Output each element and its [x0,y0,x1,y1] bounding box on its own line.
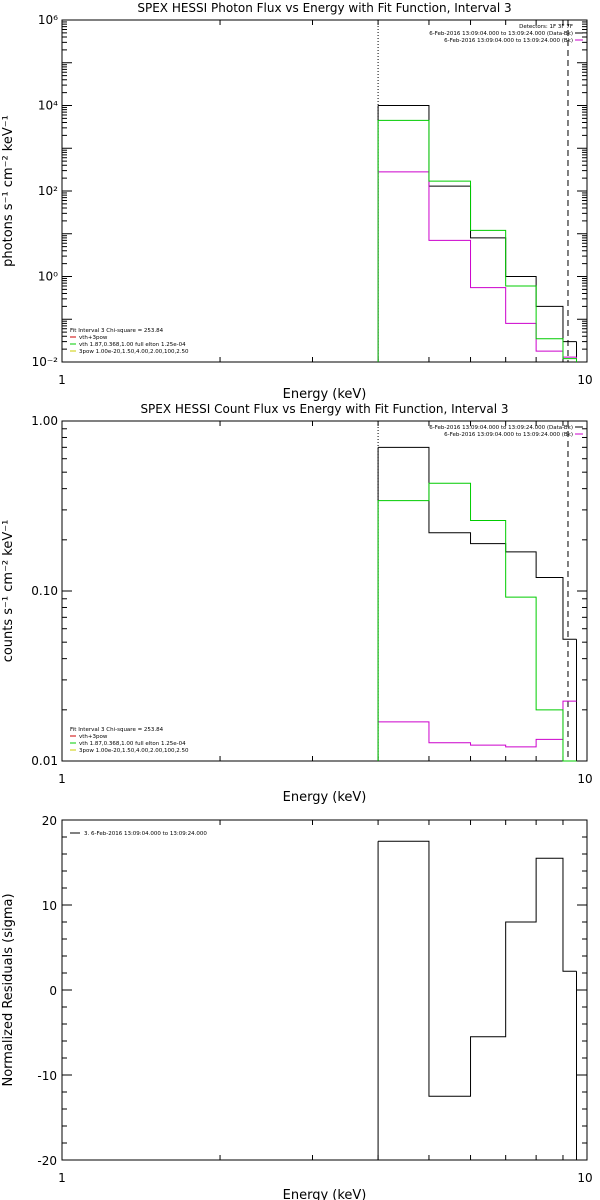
legend-entry: vth+3pow [79,335,108,341]
y-tick-label: -10 [37,1069,57,1083]
y-axis-ticks [62,819,587,1161]
y-tick-label: 10⁻² [32,355,59,369]
x-axis-label: Energy (keV) [283,1188,367,1200]
x-axis-ticks [61,20,588,362]
x-tick-label: 10 [577,772,592,786]
plot-frame [61,420,588,762]
y-axis-label: photons s⁻¹ cm⁻² keV⁻¹ [1,115,16,267]
x-axis-label: Energy (keV) [283,387,367,402]
y-tick-label: 10⁴ [38,99,58,113]
series-group [377,840,578,1160]
legend-top-right: 6-Feb-2016 13:09:04.000 to 13:09:24.000 … [429,425,583,438]
series-line [378,446,577,640]
y-axis-label: Normalized Residuals (sigma) [1,893,16,1086]
legend-header: Fit Interval 3 Chi-square = 253.84 [70,328,164,334]
series-line [378,171,577,358]
x-tick-label: 10 [577,1171,592,1185]
legend-entry: vth 1.87,0.368,1.00 full elton 1.25e-04 [79,741,186,747]
series-group [377,446,578,762]
chart-panel-2: SPEX HESSI Count Flux vs Energy with Fit… [1,402,593,805]
y-tick-label: 20 [42,814,57,828]
legend-entry: 6-Feb-2016 13:09:04.000 to 13:09:24.000 … [429,425,573,431]
y-tick-label: 0.10 [31,584,58,598]
y-axis-ticks [62,420,587,762]
y-tick-label: 10⁰ [38,270,58,284]
y-tick-label: 0 [49,984,57,998]
chart-title: SPEX HESSI Count Flux vs Energy with Fit… [140,402,508,416]
x-axis-ticks [61,421,588,761]
y-tick-label: 1.00 [31,414,58,428]
legend-entry: vth+3pow [79,734,108,740]
chart-panel-1: SPEX HESSI Photon Flux vs Energy with Fi… [1,1,593,402]
y-tick-label: 10 [42,899,57,913]
legend-entry: 3pow 1.00e-20,1.50,4.00,2.00,100,2.50 [79,349,189,355]
legend-bottom-left: Fit Interval 3 Chi-square = 253.84vth+3p… [70,727,189,754]
y-axis-ticks [62,19,587,363]
chart-title: SPEX HESSI Photon Flux vs Energy with Fi… [137,1,511,15]
plot-frame [61,19,588,363]
legend-header: Fit Interval 3 Chi-square = 253.84 [70,727,164,733]
x-axis-ticks [61,820,588,1160]
legend-entry: 3pow 1.00e-20,1.50,4.00,2.00,100,2.50 [79,748,189,754]
x-tick-label: 10 [577,373,592,387]
x-tick-label: 1 [58,772,66,786]
plot-frame [61,819,588,1161]
series-line [378,119,577,360]
x-tick-label: 1 [58,373,66,387]
series-line [378,840,577,1097]
legend-entry: vth 1.87,0.368,1.00 full elton 1.25e-04 [79,342,186,348]
x-axis-label: Energy (keV) [283,790,367,805]
legend-bottom-left: Fit Interval 3 Chi-square = 253.84vth+3p… [70,328,189,355]
legend-top-right: Detectors: 1F 3F 7F6-Feb-2016 13:09:04.0… [429,24,583,44]
legend-entry: 3. 6-Feb-2016 13:09:04.000 to 13:09:24.0… [84,831,207,837]
series-line [378,700,577,748]
series-line [378,482,577,762]
chart-panel-3: 1 10 Energy (keV) -20 -10 0 10 20 Normalized Res… [1,814,593,1200]
series-group [377,105,578,362]
legend-entry: 6-Feb-2016 13:09:04.000 to 13:09:24.000 … [444,432,573,438]
series-line [378,105,577,343]
legend-entry: 6-Feb-2016 13:09:04.000 to 13:09:24.000 … [444,38,573,44]
legend-header: Detectors: 1F 3F 7F [519,24,573,30]
y-tick-label: 10² [38,184,58,198]
legend-top-left: 3. 6-Feb-2016 13:09:04.000 to 13:09:24.0… [70,831,207,837]
y-axis-label: counts s⁻¹ cm⁻² keV⁻¹ [1,520,16,663]
y-tick-label: 0.01 [31,754,58,768]
y-tick-label: 10⁶ [38,13,58,27]
y-tick-label: -20 [37,1154,57,1168]
legend-entry: 6-Feb-2016 13:09:04.000 to 13:09:24.000 … [429,31,573,37]
x-tick-label: 1 [58,1171,66,1185]
